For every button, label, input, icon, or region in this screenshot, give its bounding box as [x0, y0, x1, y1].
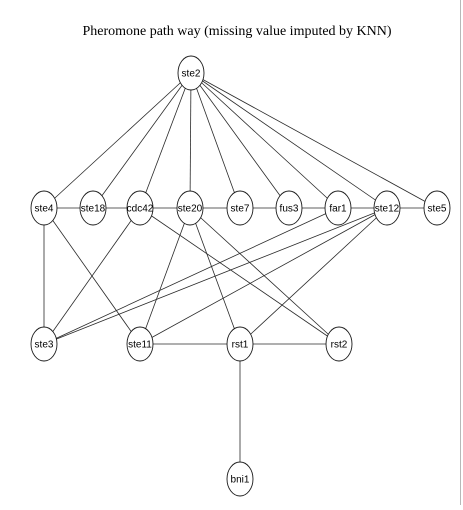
node-label: rst1 — [232, 340, 249, 351]
node-label: ste18 — [81, 204, 106, 215]
node-ellipse — [226, 190, 254, 226]
edge-ste2-ste4 — [43, 72, 192, 209]
node-ste5: ste5 — [423, 190, 451, 226]
node-ellipse — [324, 190, 352, 226]
node-ellipse — [226, 326, 254, 362]
node-label: far1 — [329, 204, 347, 215]
node-label: fus3 — [280, 204, 299, 215]
right-border-line — [460, 0, 461, 505]
edge-ste2-ste7 — [190, 72, 241, 209]
node-ellipse — [226, 461, 254, 497]
node-label: ste11 — [128, 340, 152, 351]
node-fus3: fus3 — [275, 190, 303, 226]
edge-ste2-fus3 — [190, 72, 290, 209]
node-ellipse — [30, 326, 58, 362]
edge-ste2-cdc42 — [139, 72, 192, 209]
edge-ste2-ste12 — [190, 72, 388, 209]
diagram-title: Pheromone path way (missing value impute… — [82, 24, 391, 39]
node-ste20: ste20 — [176, 190, 204, 226]
edge-ste12-ste11 — [139, 207, 388, 345]
node-ste12: ste12 — [373, 190, 401, 226]
node-label: rst2 — [331, 340, 348, 351]
node-ste2: ste2 — [177, 55, 205, 91]
node-label: ste3 — [35, 340, 54, 351]
node-label: ste12 — [375, 204, 400, 215]
edge-ste2-ste5 — [190, 72, 438, 209]
node-ellipse — [325, 326, 353, 362]
node-label: ste20 — [178, 204, 203, 215]
node-ste18: ste18 — [79, 190, 107, 226]
edge-ste2-ste20 — [189, 72, 192, 209]
node-bni1: bni1 — [226, 461, 254, 497]
node-layer: ste2 ste4 ste18 cdc42 ste20 ste7 fus3 far1 ste12… — [30, 55, 451, 497]
edge-ste12-rst1 — [239, 207, 388, 345]
node-ellipse — [275, 190, 303, 226]
edge-ste20-rst2 — [189, 207, 340, 345]
node-ste3: ste3 — [30, 326, 58, 362]
node-ellipse — [423, 190, 451, 226]
node-label: ste5 — [428, 204, 447, 215]
edge-far1-ste3 — [43, 207, 339, 345]
node-ellipse — [373, 190, 401, 226]
node-ellipse — [177, 55, 205, 91]
node-ste4: ste4 — [30, 190, 58, 226]
edge-layer — [43, 72, 438, 479]
node-label: bni1 — [231, 475, 250, 486]
node-ellipse — [126, 326, 154, 362]
edge-ste2-ste18 — [92, 72, 192, 209]
edge-cdc42-rst2 — [139, 207, 340, 345]
node-ste11: ste11 — [126, 326, 154, 362]
node-label: ste4 — [35, 204, 54, 215]
edge-ste20-ste11 — [139, 207, 191, 345]
edge-ste2-far1 — [190, 72, 339, 209]
node-ste7: ste7 — [226, 190, 254, 226]
node-label: ste2 — [182, 69, 201, 80]
edge-cdc42-ste3 — [43, 207, 141, 345]
node-ellipse — [79, 190, 107, 226]
node-ellipse — [126, 190, 154, 226]
node-label: ste7 — [231, 204, 250, 215]
edge-ste12-ste3 — [43, 207, 388, 345]
node-label: cdc42 — [127, 204, 154, 215]
node-far1: far1 — [324, 190, 352, 226]
node-cdc42: cdc42 — [126, 190, 154, 226]
node-ellipse — [30, 190, 58, 226]
node-ellipse — [176, 190, 204, 226]
node-rst2: rst2 — [325, 326, 353, 362]
node-rst1: rst1 — [226, 326, 254, 362]
